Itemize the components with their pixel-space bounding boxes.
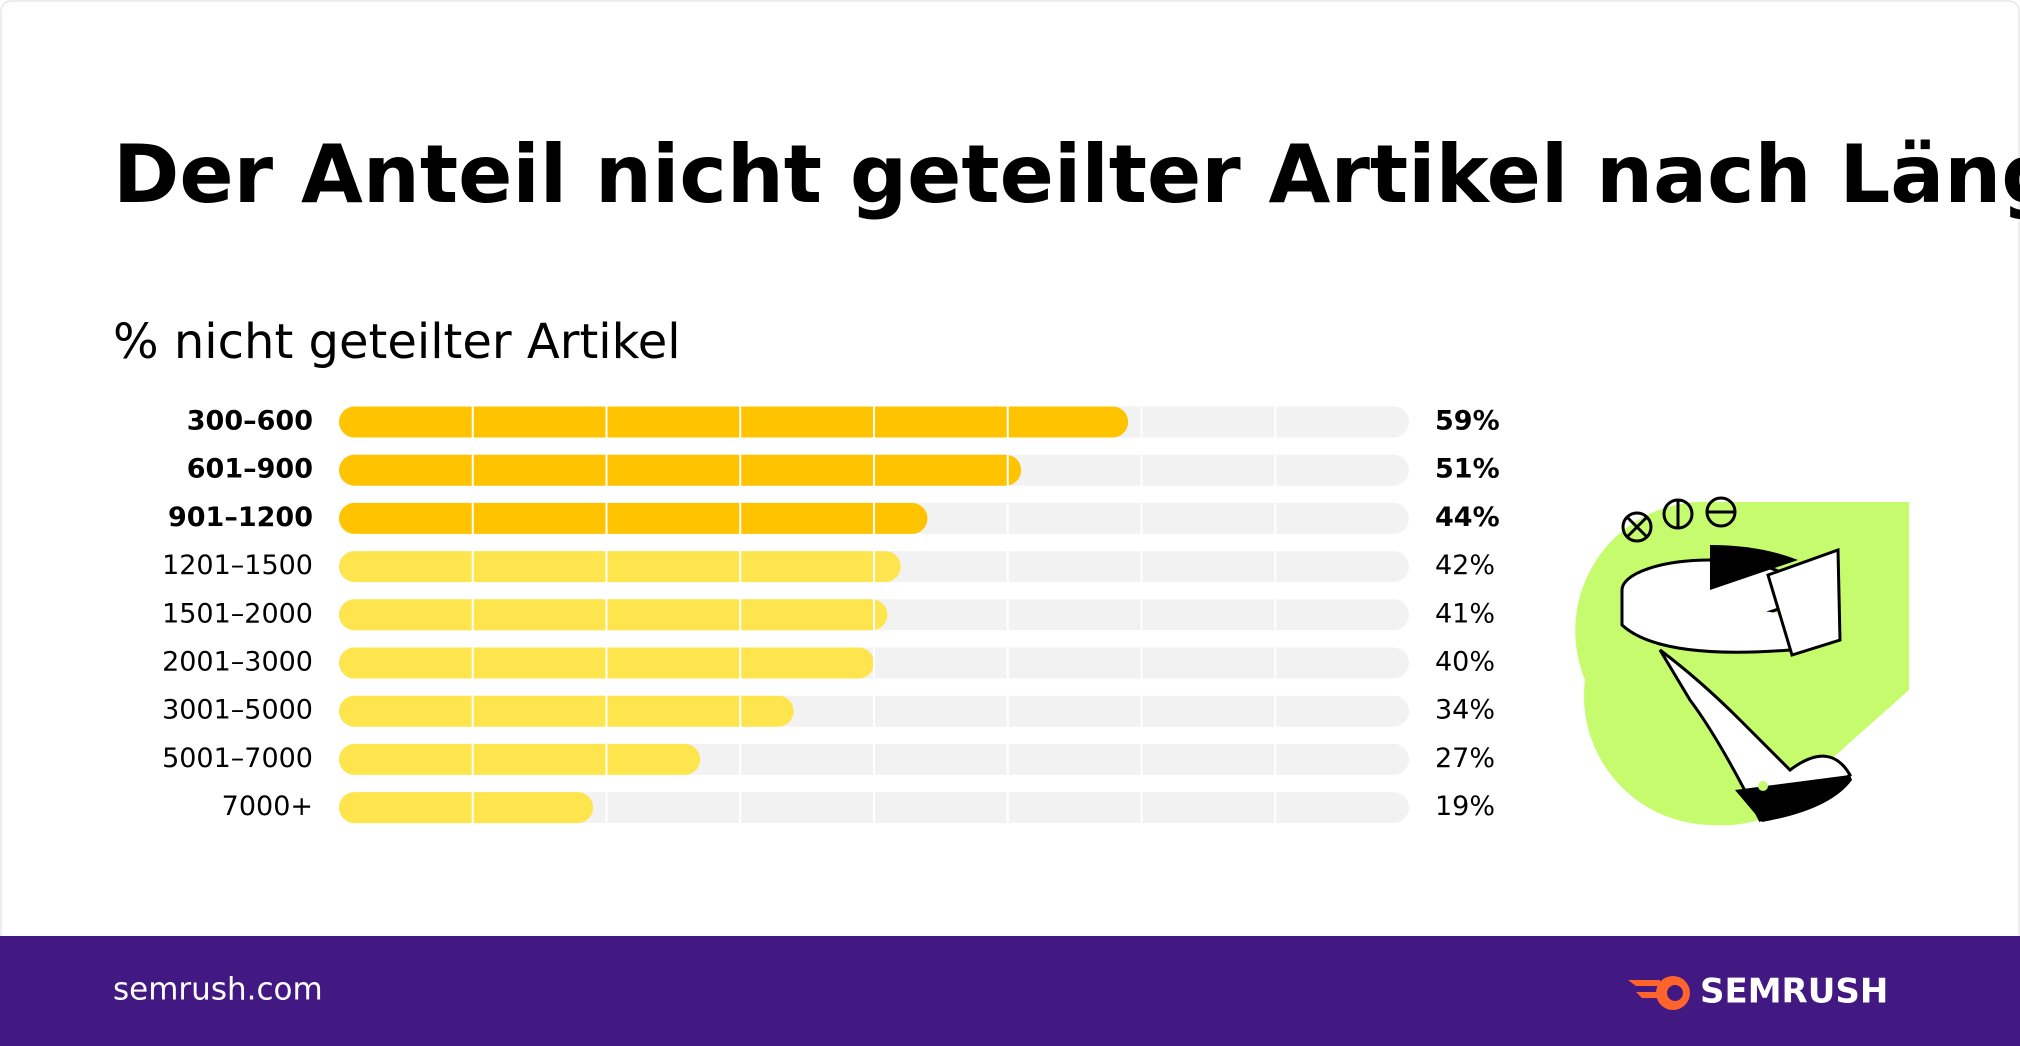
- illustration: [1575, 496, 1909, 826]
- category-label: 7000+: [222, 791, 313, 822]
- bar: [339, 695, 794, 727]
- category-label: 601–900: [187, 454, 313, 485]
- bar: [339, 551, 901, 583]
- chart-subtitle: % nicht geteilter Artikel: [113, 314, 681, 370]
- footer-brand: SEMRUSH: [1700, 972, 1888, 1012]
- value-label: 59%: [1435, 406, 1500, 437]
- category-label: 5001–7000: [162, 743, 313, 774]
- footer-url: semrush.com: [113, 972, 323, 1008]
- value-label: 27%: [1435, 743, 1495, 774]
- value-label: 42%: [1435, 550, 1495, 581]
- bar: [339, 792, 594, 824]
- value-label: 19%: [1435, 791, 1495, 822]
- category-label: 2001–3000: [162, 647, 313, 678]
- category-label: 1501–2000: [162, 598, 313, 629]
- bar: [339, 502, 928, 534]
- category-label: 3001–5000: [162, 695, 313, 726]
- bar: [339, 743, 701, 775]
- category-label: 901–1200: [168, 502, 313, 533]
- bar: [339, 454, 1022, 486]
- value-label: 34%: [1435, 695, 1495, 726]
- category-label: 300–600: [187, 406, 313, 437]
- category-label: 1201–1500: [162, 550, 313, 581]
- value-label: 44%: [1435, 502, 1500, 533]
- logo-icon: [1628, 976, 1690, 1010]
- chart-title: Der Anteil nicht geteilter Artikel nach …: [113, 128, 2020, 221]
- value-label: 41%: [1435, 598, 1495, 629]
- bar: [339, 406, 1129, 438]
- bar: [339, 599, 888, 631]
- value-label: 40%: [1435, 647, 1495, 678]
- value-label: 51%: [1435, 454, 1500, 485]
